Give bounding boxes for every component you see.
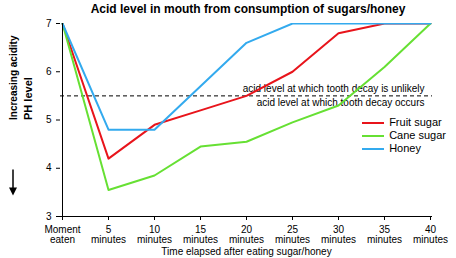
svg-text:20minutes: 20minutes <box>229 224 264 245</box>
svg-text:Momenteaten: Momenteaten <box>44 224 80 245</box>
svg-text:35minutes: 35minutes <box>367 224 402 245</box>
html-text:Honey: Honey <box>389 142 421 154</box>
svg-text:7: 7 <box>46 18 52 29</box>
svg-text:25minutes: 25minutes <box>275 224 310 245</box>
svg-text:30minutes: 30minutes <box>321 224 356 245</box>
svg-text:15minutes: 15minutes <box>183 224 218 245</box>
svg-text:Time elapsed after eating suga: Time elapsed after eating sugar/honey <box>161 246 331 257</box>
svg-text:10minutes: 10minutes <box>137 224 172 245</box>
svg-text:40minutes: 40minutes <box>413 224 448 245</box>
svg-text:4: 4 <box>46 162 52 173</box>
html-text:Acid level in mouth from consu: Acid level in mouth from consumption of … <box>90 2 406 16</box>
html-text:Cane sugar: Cane sugar <box>389 129 446 141</box>
svg-text:Increasing acidity: Increasing acidity <box>8 35 19 120</box>
svg-text:6: 6 <box>46 66 52 77</box>
svg-text:PH level: PH level <box>22 77 34 120</box>
svg-text:acid level at which tooth deca: acid level at which tooth decay is unlik… <box>243 83 425 94</box>
svg-text:acid level at which tooth deca: acid level at which tooth decay occurs <box>256 97 425 109</box>
html-text:Fruit sugar: Fruit sugar <box>389 116 442 128</box>
svg-text:3: 3 <box>46 211 52 222</box>
svg-text:5minutes: 5minutes <box>91 224 126 245</box>
svg-text:5: 5 <box>46 114 52 125</box>
